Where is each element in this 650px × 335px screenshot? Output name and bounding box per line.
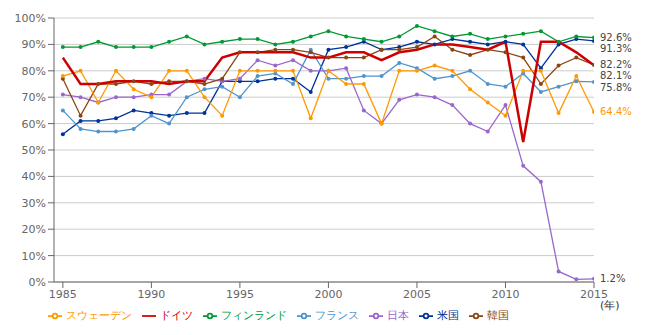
html-text:フィンランド: フィンランド xyxy=(221,309,287,322)
svg-text:2015: 2015 xyxy=(580,287,608,301)
svg-text:30%: 30% xyxy=(22,197,46,210)
svg-text:2010: 2010 xyxy=(491,288,519,301)
svg-text:2000: 2000 xyxy=(314,288,342,301)
svg-text:10%: 10% xyxy=(22,250,46,263)
svg-text:82.1%: 82.1% xyxy=(600,70,632,81)
svg-text:50%: 50% xyxy=(22,144,46,157)
svg-text:80%: 80% xyxy=(22,65,46,78)
svg-text:90%: 90% xyxy=(22,38,46,51)
html-text:韓国: 韓国 xyxy=(487,309,509,322)
html-text:スウェーデン: スウェーデン xyxy=(66,309,132,322)
svg-text:64.4%: 64.4% xyxy=(600,106,632,117)
svg-text:1995: 1995 xyxy=(226,288,254,301)
svg-text:2005: 2005 xyxy=(403,288,431,301)
svg-text:0%: 0% xyxy=(29,276,46,289)
svg-text:75.8%: 75.8% xyxy=(600,82,632,93)
svg-text:1985: 1985 xyxy=(49,288,77,301)
svg-text:91.3%: 91.3% xyxy=(600,43,632,54)
svg-text:70%: 70% xyxy=(22,91,46,104)
html-text:日本: 日本 xyxy=(387,309,409,322)
svg-text:92.6%: 92.6% xyxy=(600,32,632,43)
svg-text:1.2%: 1.2% xyxy=(600,273,625,284)
svg-text:(年): (年) xyxy=(600,299,620,312)
html-text:米国: 米国 xyxy=(437,309,459,322)
svg-text:100%: 100% xyxy=(15,12,46,25)
svg-text:20%: 20% xyxy=(22,223,46,236)
html-text:フランス: フランス xyxy=(315,309,359,322)
svg-text:1990: 1990 xyxy=(137,288,165,301)
svg-text:60%: 60% xyxy=(22,118,46,131)
html-text:ドイツ: ドイツ xyxy=(160,309,193,322)
svg-text:82.2%: 82.2% xyxy=(600,59,632,70)
svg-text:40%: 40% xyxy=(22,170,46,183)
